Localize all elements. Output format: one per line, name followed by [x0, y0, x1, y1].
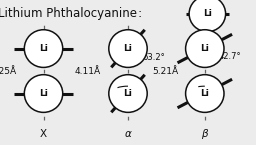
- Text: 5.21Å: 5.21Å: [152, 67, 178, 76]
- Text: α: α: [125, 129, 131, 139]
- Text: β: β: [201, 129, 208, 139]
- Text: Li: Li: [124, 44, 132, 53]
- Text: :: :: [137, 7, 142, 20]
- Ellipse shape: [24, 30, 63, 67]
- Ellipse shape: [109, 30, 147, 67]
- Ellipse shape: [186, 75, 224, 112]
- Text: X: X: [40, 129, 47, 139]
- Ellipse shape: [189, 0, 226, 32]
- Text: Li: Li: [124, 89, 132, 98]
- Text: Li: Li: [39, 89, 48, 98]
- Text: 42.7°: 42.7°: [219, 52, 241, 61]
- Ellipse shape: [186, 30, 224, 67]
- Text: Li: Li: [39, 44, 48, 53]
- Text: Li: Li: [200, 44, 209, 53]
- Text: 63.2°: 63.2°: [142, 53, 165, 62]
- Ellipse shape: [109, 75, 147, 112]
- Ellipse shape: [24, 75, 63, 112]
- Text: Li: Li: [200, 89, 209, 98]
- Text: Lithium Phthalocyanine: Lithium Phthalocyanine: [0, 7, 137, 20]
- Text: Li: Li: [203, 9, 212, 18]
- Text: 3.25Å: 3.25Å: [0, 67, 17, 76]
- Text: 4.11Å: 4.11Å: [75, 67, 101, 76]
